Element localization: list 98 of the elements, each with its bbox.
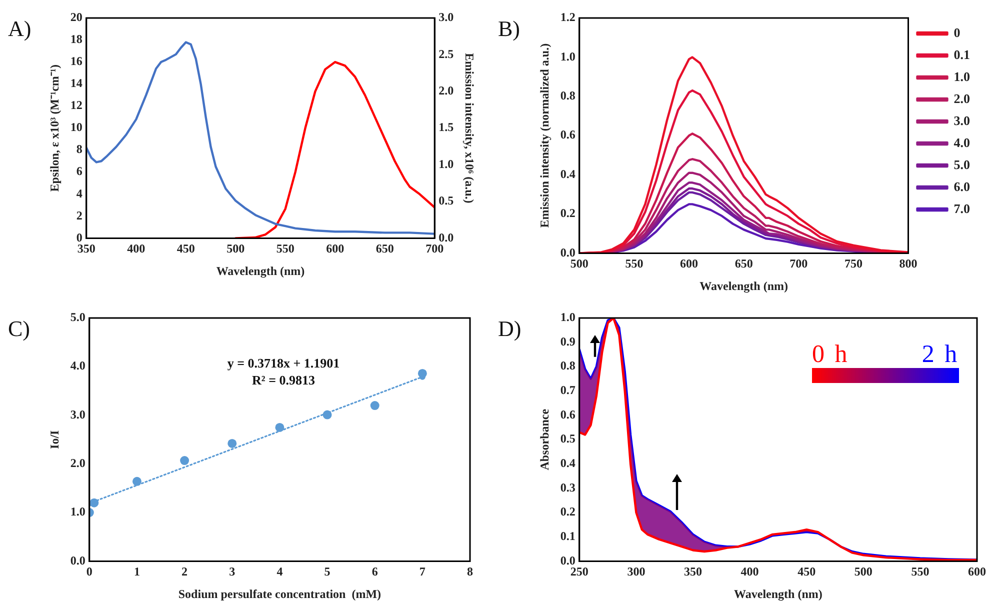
point [180,456,190,466]
y-tick-label: 0.2 [560,206,576,220]
legend-label: 4.0 [954,134,970,150]
y-axis-title: Emission intensity (normalized a.u.) [537,43,552,228]
x-tick-label: 1 [134,564,140,578]
legend-label: 3.0 [954,112,970,128]
x-axis-title: Wavelength (nm) [700,278,788,293]
y-tick-label: 4 [76,186,82,200]
y-axis-title: Io/I [47,430,62,449]
legend-label: 0.1 [954,46,970,62]
x-tick-label: 600 [326,241,344,256]
x-tick-label: 4 [276,564,283,578]
x-tick-label: 350 [684,564,702,578]
y2-tick-label: 3.0 [438,10,454,24]
y-tick-label: 1.0 [560,49,576,64]
x-tick-label: 400 [127,241,146,256]
x-tick-label: 5 [324,564,330,578]
legend-label: 5.0 [954,156,970,172]
x-tick-label: 500 [226,241,245,256]
legend-label: 1.0 [954,68,970,84]
point [228,438,237,448]
x-tick-label: 750 [844,256,862,270]
y-tick-label: 18 [70,32,82,46]
y-tick-label: 0.3 [560,480,576,494]
y-tick-label: 0.8 [560,88,576,102]
x-tick-label: 3 [229,564,236,578]
point [132,476,142,486]
x-tick-label: 550 [625,256,644,270]
y-tick-label: 0.2 [560,504,576,519]
x-tick-label: 800 [899,256,918,270]
y-tick-label: 20 [70,10,82,24]
y-tick-label: 0.6 [560,128,576,142]
annotation: y = 0.3718x + 1.1901 [227,356,340,371]
y-tick-label: 1.0 [70,504,86,519]
x-tick-label: 700 [790,256,808,270]
x-axis-title: Sodium persulfate concentration (mM) [178,586,382,601]
y-tick-label: 5.0 [70,310,86,324]
y-tick-label: 4.0 [70,358,86,373]
x-tick-label: 400 [740,564,759,578]
chart-title: D) [498,316,522,342]
legend-label: 7.0 [954,200,970,216]
x-tick-label: 450 [798,564,816,578]
x-tick-label: 6 [372,564,378,578]
legend-label: 0 [954,24,960,40]
x-tick-label: 550 [276,241,294,256]
x-tick-label: 300 [627,564,646,578]
y-tick-label: 8 [76,142,82,156]
x-tick-label: 600 [968,564,986,578]
x-tick-label: 500 [854,564,872,578]
y-axis-title: Absorbance [537,408,552,470]
y-tick-label: 1.0 [560,310,576,324]
point [322,410,332,420]
y2-axis-title: Emission intensity, x10⁶ (a.u.) [462,52,477,204]
y-tick-label: 12 [70,98,82,112]
y-tick-label: 16 [70,54,82,68]
y-tick-label: 6 [76,164,82,178]
y2-tick-label: 1.5 [438,120,454,134]
point [418,368,427,378]
x-tick-label: 650 [376,241,394,256]
y-tick-label: 0.0 [70,553,86,568]
x-axis-title: Wavelength (nm) [216,264,305,278]
legend-label: 2.0 [954,90,970,106]
y2-tick-label: 0.5 [438,194,454,208]
y-tick-label: 14 [70,76,82,90]
point [275,422,284,432]
color-scale-legend: 0 h 2 h [812,342,960,384]
chart-title: C) [8,316,30,342]
y2-tick-label: 1.0 [438,156,454,171]
annotation: R² = 0.9813 [252,372,316,388]
y-tick-label: 2.0 [70,456,86,470]
point [370,401,380,410]
y-tick-label: 0.1 [560,528,576,543]
y-tick-label: 1.2 [560,10,576,24]
y-tick-label: 0.6 [560,407,576,422]
x-tick-label: 550 [911,564,930,578]
x-tick-label: 7 [419,564,426,578]
y2-tick-label: 2.5 [438,46,454,61]
y-tick-label: 2 [76,208,82,222]
y2-tick-label: 2.0 [438,83,454,98]
y-tick-label: 0.9 [560,334,576,348]
y-tick-label: 0.5 [560,432,576,446]
point [90,498,99,508]
x-tick-label: 8 [467,564,473,578]
y-axis-title: Epsilon, ε x10³ (M⁻¹cm⁻¹) [47,64,62,192]
y-tick-label: 3.0 [70,407,86,422]
chart-title: B) [498,16,520,42]
x-tick-label: 2 [182,564,188,578]
x-tick-label: 450 [176,241,195,256]
legend-label: 6.0 [954,178,970,194]
y-tick-label: 0.7 [560,383,576,398]
y-tick-label: 0.4 [560,166,576,181]
y-tick-label: 0.8 [560,358,576,373]
x-tick-label: 600 [680,256,698,270]
y-tick-label: 10 [70,120,82,134]
x-tick-label: 650 [734,256,753,270]
y-tick-label: 0.4 [560,456,576,470]
chart-title: A) [8,16,32,42]
x-axis-title: Wavelength (nm) [734,586,822,601]
